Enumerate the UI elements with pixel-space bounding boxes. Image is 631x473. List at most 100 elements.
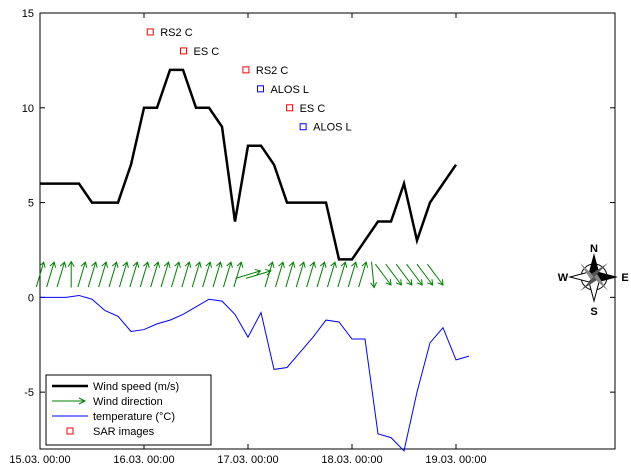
- wind-arrow-head: [340, 261, 348, 268]
- sar-image-marker: [256, 85, 264, 93]
- wind-arrow-shaft: [98, 262, 107, 288]
- wind-direction-arrow: [395, 263, 413, 286]
- sar-image-marker: [299, 123, 307, 131]
- compass-rose: N S W E: [558, 243, 629, 318]
- wind-direction-arrow: [406, 263, 423, 286]
- wind-arrow-head: [49, 261, 57, 268]
- wind-arrow-head: [39, 261, 46, 268]
- wind-direction-arrow: [285, 261, 296, 288]
- wind-arrow-shaft: [285, 262, 294, 288]
- wind-arrow-head: [111, 261, 119, 268]
- wind-arrow-shaft: [212, 262, 222, 288]
- wind-arrow-head: [406, 279, 413, 286]
- sar-image-marker: [146, 28, 154, 36]
- wind-direction-arrow: [222, 261, 233, 288]
- legend-sar-label: SAR images: [93, 426, 155, 438]
- x-tick-label: 19.03. 00:00: [425, 454, 486, 466]
- y-tick-label: -5: [24, 387, 34, 399]
- compass-nw-point: [580, 263, 594, 280]
- wind-direction-arrow: [67, 260, 75, 288]
- sar-image-label: ALOS L: [313, 122, 352, 134]
- wind-arrow-shaft: [395, 263, 413, 286]
- wind-arrow-shaft: [264, 262, 274, 288]
- wind-direction-arrow: [160, 261, 171, 288]
- wind-direction-arrow: [274, 261, 285, 288]
- wind-arrow-head: [278, 261, 285, 268]
- wind-direction-arrow: [108, 261, 119, 288]
- wind-arrow-shaft: [129, 262, 138, 288]
- wind-arrow-head: [254, 268, 262, 276]
- wind-arrow-head: [91, 261, 98, 268]
- wind-arrow-head: [163, 261, 171, 268]
- wind-arrow-head: [67, 260, 75, 267]
- wind-direction-arrow: [170, 261, 181, 288]
- wind-direction-arrow: [202, 261, 213, 288]
- wind-arrow-shaft: [87, 262, 97, 288]
- wind-direction-arrow: [337, 261, 348, 288]
- wind-arrow-shaft: [306, 262, 315, 288]
- wind-direction-arrow: [370, 261, 378, 289]
- wind-arrow-head: [319, 261, 327, 268]
- legend-wind-speed-label: Wind speed (m/s): [93, 381, 179, 393]
- wind-direction-arrow: [129, 261, 140, 288]
- wind-direction-arrow: [264, 261, 275, 288]
- y-tick-label: 0: [28, 292, 34, 304]
- wind-arrow-head: [80, 261, 88, 268]
- sar-image-label: ES C: [194, 46, 220, 58]
- sar-image-marker: [286, 104, 294, 112]
- wind-direction-arrow: [326, 261, 337, 288]
- legend-sar-swatch: [66, 427, 74, 435]
- wind-arrow-head: [427, 279, 434, 286]
- wind-arrow-shaft: [245, 270, 271, 279]
- wind-direction-arrow: [212, 261, 223, 288]
- wind-direction-series: [35, 260, 444, 289]
- wind-arrow-head: [437, 279, 444, 286]
- legend: Wind speed (m/s) Wind direction temperat…: [45, 374, 212, 446]
- wind-arrow-head: [174, 261, 181, 268]
- wind-arrow-shaft: [170, 262, 180, 288]
- wind-arrow-head: [153, 261, 161, 268]
- wind-direction-arrow: [35, 261, 46, 288]
- wind-arrow-shaft: [56, 262, 66, 288]
- sar-image-label: RS2 C: [160, 27, 192, 39]
- wind-direction-arrow: [87, 261, 98, 288]
- wind-arrow-shaft: [416, 263, 434, 286]
- wind-direction-arrow: [118, 261, 129, 288]
- wind-arrow-shaft: [222, 262, 232, 288]
- x-tick-label: 16.03. 00:00: [113, 454, 174, 466]
- wind-arrow-shaft: [358, 262, 367, 288]
- wind-direction-arrow: [98, 261, 109, 288]
- wind-direction-arrow: [245, 268, 272, 279]
- wind-direction-arrow: [56, 261, 67, 288]
- wind-direction-arrow: [316, 261, 327, 288]
- wind-arrow-shaft: [295, 262, 305, 288]
- wind-direction-arrow: [347, 261, 358, 288]
- wind-arrow-head: [236, 261, 244, 268]
- y-tick-label: 15: [22, 8, 34, 20]
- wind-arrow-head: [195, 261, 202, 268]
- wind-arrow-shaft: [371, 261, 375, 288]
- sar-image-label: ES C: [300, 103, 326, 115]
- wind-arrow-head: [215, 261, 223, 268]
- compass-n-label: N: [590, 243, 598, 255]
- wind-arrow-head: [351, 261, 358, 268]
- wind-arrow-shaft: [46, 262, 55, 288]
- wind-arrow-shaft: [274, 262, 284, 288]
- wind-arrow-shaft: [181, 262, 190, 288]
- wind-arrow-shaft: [191, 262, 201, 288]
- legend-wind-direction-label: Wind direction: [93, 396, 163, 408]
- wind-arrow-head: [132, 261, 140, 268]
- sar-image-marker: [242, 66, 250, 74]
- wind-arrow-shaft: [426, 263, 444, 286]
- wind-direction-arrow: [191, 261, 202, 288]
- legend-temperature-label: temperature (°C): [93, 411, 175, 423]
- wind-arrow-head: [288, 261, 296, 268]
- wind-arrow-shaft: [326, 262, 336, 288]
- wind-direction-arrow: [416, 263, 434, 286]
- wind-direction-arrow: [77, 261, 88, 288]
- wind-speed-line: [40, 68, 458, 261]
- sar-image-label: RS2 C: [256, 65, 288, 77]
- wind-arrow-head: [143, 261, 150, 268]
- x-tick-label: 18.03. 00:00: [321, 454, 382, 466]
